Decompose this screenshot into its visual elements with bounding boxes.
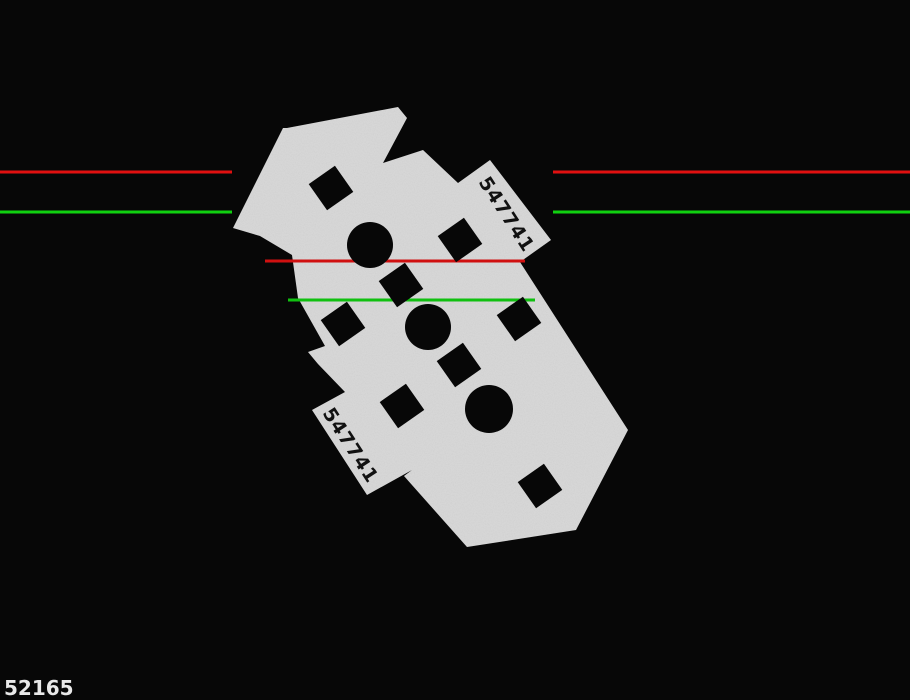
square-cutout xyxy=(517,463,563,509)
square-cutout xyxy=(496,296,542,342)
square-cutout xyxy=(378,262,424,308)
square-cutout xyxy=(436,342,482,388)
square-cutout xyxy=(437,217,483,263)
round-cutout xyxy=(465,385,513,433)
round-cutout xyxy=(347,222,393,268)
square-cutout xyxy=(308,165,354,211)
square-cutout xyxy=(379,383,425,429)
round-cutout xyxy=(405,304,451,350)
frame-counter: 52165 xyxy=(4,676,74,700)
square-cutout xyxy=(320,301,366,347)
